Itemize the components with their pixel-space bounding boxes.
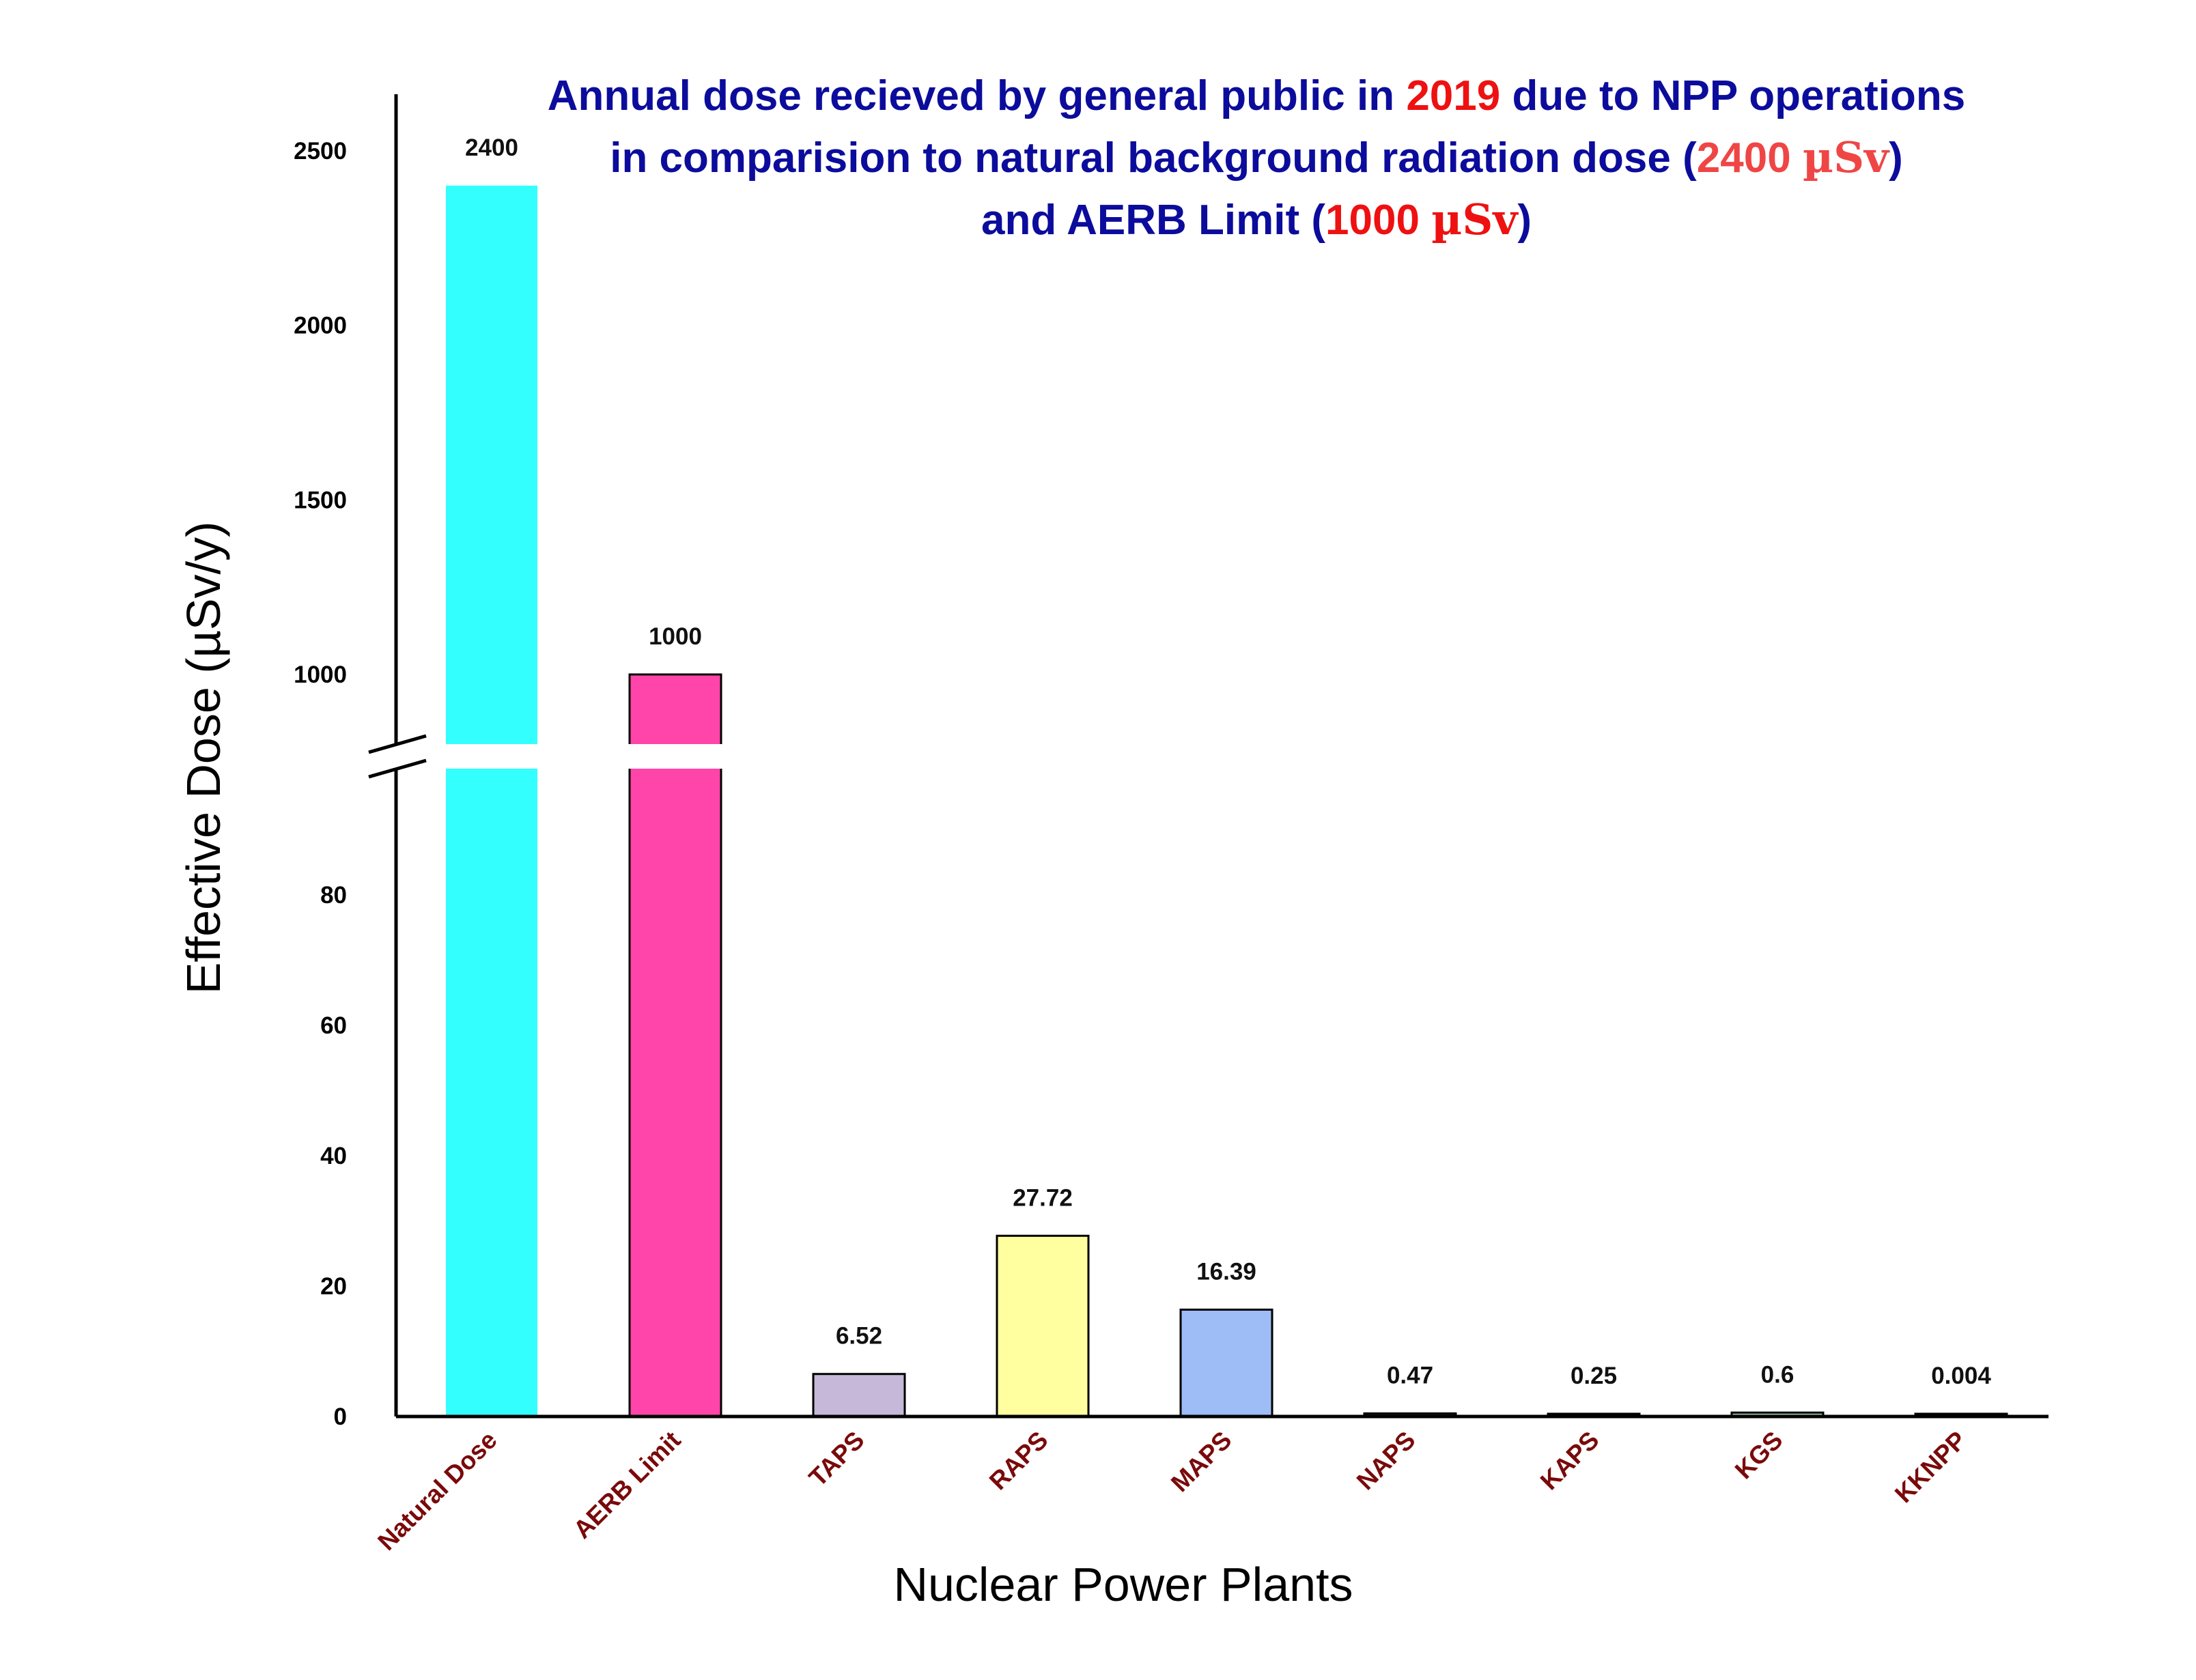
value-label-taps: 6.52 [836,1323,882,1350]
x-tick-kaps: KAPS [1535,1426,1605,1496]
title-aerb-limit-unit: µSv [1431,195,1518,244]
value-label-raps: 27.72 [1013,1184,1073,1211]
x-tick-labels-group: Natural Dose AERB Limit TAPS RAPS MAPS NAPS KA… [372,1426,1971,1556]
bars-group [446,185,2008,1418]
y-tick-60: 60 [320,1012,347,1039]
bar-break-gap-aerb-limit [625,744,725,769]
title-line1-text: Annual dose recieved by general public i… [547,72,1407,119]
title-natural-dose-unit: µSv [1802,132,1889,182]
y-axis-label: Effective Dose (µSv/y) [177,522,230,995]
chart-title-line-3: and AERB Limit (1000 µSv) [382,189,2130,251]
y-tick-80: 80 [320,882,347,909]
y-tick-0: 0 [334,1404,347,1430]
axis-break-slash-top [368,734,427,754]
y-tick-2000: 2000 [294,313,347,339]
y-tick-2500: 2500 [294,138,347,165]
value-label-aerb-limit: 1000 [649,623,702,650]
title-year: 2019 [1406,72,1501,119]
value-label-maps: 16.39 [1196,1258,1256,1285]
y-tick-40: 40 [320,1143,347,1169]
x-tick-taps: TAPS [804,1426,870,1492]
bar-maps [1179,1308,1273,1418]
chart-title: Annual dose recieved by general public i… [382,66,2130,251]
title-line1-text-end: due to NPP operations [1500,72,1966,119]
axis-break-slash-bottom [368,758,427,779]
x-tick-aerb-limit: AERB Limit [568,1426,686,1544]
bar-taps [812,1373,906,1418]
x-tick-kknpp: KKNPP [1889,1426,1972,1509]
x-tick-kgs: KGS [1730,1426,1788,1485]
y-tick-1000: 1000 [294,661,347,688]
title-line2-text-end: ) [1889,134,1903,182]
bar-raps [996,1234,1090,1418]
value-label-kgs: 0.6 [1761,1361,1794,1388]
bar-natural-dose [446,185,537,1416]
value-labels-group: 2400 1000 6.52 27.72 16.39 0.47 0.25 0.6 0.004 [465,134,1991,1389]
chart-title-line-1: Annual dose recieved by general public i… [382,66,2130,127]
bar-break-gap-natural-dose [442,744,541,769]
value-label-kaps: 0.25 [1571,1363,1617,1389]
x-axis-label: Nuclear Power Plants [893,1558,1353,1611]
x-tick-maps: MAPS [1166,1426,1237,1498]
x-tick-natural-dose: Natural Dose [372,1426,502,1556]
x-tick-naps: NAPS [1351,1426,1421,1496]
title-line2-text: in comparision to natural background rad… [610,134,1697,182]
value-label-naps: 0.47 [1387,1363,1433,1389]
title-natural-dose-value: 2400 [1696,134,1803,182]
value-label-natural-dose: 2400 [465,134,518,161]
y-tick-1500: 1500 [294,487,347,513]
value-label-kknpp: 0.004 [1931,1363,1991,1389]
title-aerb-limit-value: 1000 [1325,197,1432,244]
axis-break-gap-group [442,744,725,769]
x-tick-raps: RAPS [984,1426,1054,1496]
bar-aerb-limit [628,673,722,1418]
y-axis-break-symbol [368,734,427,779]
y-tick-labels-group: 0 20 40 60 80 1000 1500 2000 2500 [294,138,347,1430]
title-line3-text: and AERB Limit ( [981,197,1326,244]
y-tick-20: 20 [320,1273,347,1300]
chart-title-line-2: in comparision to natural background rad… [382,127,2130,189]
title-line3-text-end: ) [1517,197,1532,244]
